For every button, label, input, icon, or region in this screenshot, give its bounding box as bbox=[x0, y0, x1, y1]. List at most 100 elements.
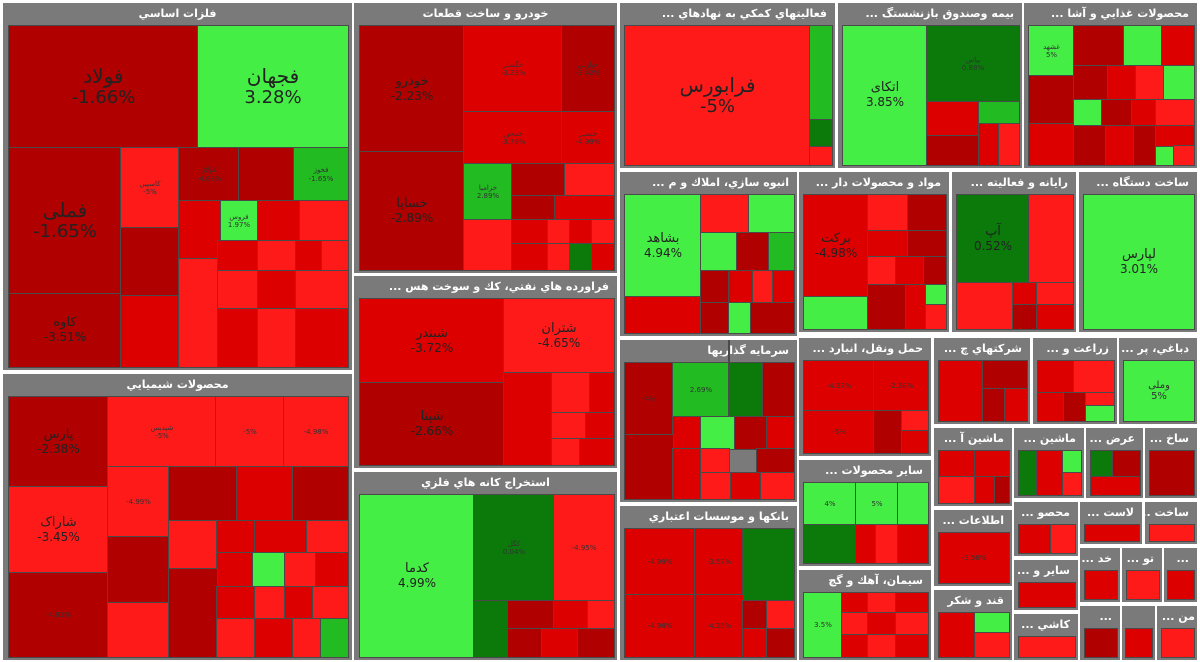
stock-tile[interactable] bbox=[867, 256, 897, 286]
stock-tile[interactable] bbox=[938, 360, 984, 422]
sector-panel-s32[interactable]: قند و شكر bbox=[934, 590, 1012, 660]
stock-tile[interactable] bbox=[1018, 582, 1076, 608]
stock-tile[interactable] bbox=[624, 296, 702, 334]
stock-tile[interactable]: -2.38% bbox=[873, 360, 929, 412]
stock-tile[interactable] bbox=[700, 270, 730, 304]
stock-tile[interactable]: شپنا -2.66% bbox=[359, 382, 505, 466]
stock-tile[interactable]: فجهان 3.28% bbox=[197, 25, 349, 149]
stock-tile[interactable] bbox=[107, 602, 170, 658]
stock-tile[interactable] bbox=[766, 600, 795, 630]
stock-tile[interactable] bbox=[867, 612, 897, 636]
stock-tile[interactable] bbox=[217, 270, 259, 310]
stock-tile[interactable] bbox=[473, 600, 509, 658]
stock-tile[interactable] bbox=[1163, 65, 1195, 101]
stock-tile[interactable]: کاسپین -5% bbox=[120, 147, 180, 229]
stock-tile[interactable]: خمحور -3.79% bbox=[463, 111, 563, 165]
stock-tile[interactable] bbox=[1167, 570, 1195, 600]
stock-tile[interactable] bbox=[978, 101, 1020, 125]
sector-panel-s36b[interactable]: من ... bbox=[1157, 606, 1197, 660]
sector-panel-banks[interactable]: بانكها و موسسات اعتباري -4.99% -3.57% -4… bbox=[620, 506, 797, 660]
sector-panel-transport[interactable]: حمل ونقل، انبارد ... -4.37% -2.38% -5% bbox=[799, 338, 931, 456]
sector-panel-s35[interactable]: ... bbox=[1164, 548, 1197, 602]
stock-tile[interactable] bbox=[503, 372, 553, 466]
stock-tile[interactable]: کاوه -3.51% bbox=[8, 293, 122, 368]
stock-tile[interactable] bbox=[895, 634, 929, 658]
stock-tile[interactable] bbox=[760, 472, 795, 500]
stock-tile[interactable]: -5% bbox=[803, 410, 875, 454]
stock-tile[interactable] bbox=[875, 524, 899, 564]
stock-tile[interactable] bbox=[734, 416, 768, 450]
sector-panel-computer[interactable]: رايانه و فعاليته ... آپ 0.52% bbox=[952, 172, 1076, 332]
stock-tile[interactable] bbox=[1155, 99, 1195, 127]
stock-tile[interactable]: 2.69% bbox=[672, 362, 730, 418]
stock-tile[interactable] bbox=[216, 552, 254, 588]
sector-panel-financial-aux[interactable]: فعاليتهاي كمكي به نهادهاي ... فرابورس -5% bbox=[620, 3, 835, 168]
stock-tile[interactable] bbox=[541, 628, 579, 658]
stock-tile[interactable] bbox=[700, 472, 732, 500]
sector-panel-electrical[interactable]: ساخت دستگاه ... لپارس 3.01% bbox=[1079, 172, 1197, 332]
stock-tile[interactable] bbox=[168, 466, 238, 522]
stock-tile[interactable] bbox=[1105, 125, 1135, 166]
stock-tile[interactable]: آپ 0.52% bbox=[956, 194, 1030, 284]
stock-tile[interactable] bbox=[295, 270, 349, 310]
stock-tile[interactable] bbox=[1018, 524, 1052, 554]
stock-tile[interactable] bbox=[1073, 65, 1109, 101]
stock-tile[interactable] bbox=[998, 123, 1020, 166]
stock-tile[interactable] bbox=[564, 163, 615, 197]
stock-tile[interactable]: -4% bbox=[624, 362, 674, 436]
stock-tile[interactable]: فملی -1.65% bbox=[8, 147, 122, 295]
stock-tile[interactable] bbox=[907, 230, 947, 258]
stock-tile[interactable] bbox=[1062, 450, 1082, 474]
stock-tile[interactable] bbox=[1036, 450, 1064, 496]
stock-tile[interactable] bbox=[547, 219, 571, 245]
stock-tile[interactable] bbox=[569, 219, 593, 245]
stock-tile[interactable] bbox=[809, 119, 833, 148]
stock-tile[interactable] bbox=[1084, 570, 1118, 600]
sector-panel-investments[interactable]: سرمايه گذاريها -4% 2.69% bbox=[620, 340, 797, 502]
stock-tile[interactable] bbox=[974, 450, 1010, 478]
stock-tile[interactable] bbox=[507, 628, 543, 658]
stock-tile[interactable]: خزامیا 2.89% bbox=[463, 163, 513, 221]
stock-tile[interactable] bbox=[1037, 392, 1065, 422]
stock-tile[interactable] bbox=[1123, 25, 1163, 67]
stock-tile[interactable]: فروس 1.97% bbox=[219, 200, 259, 242]
stock-tile[interactable] bbox=[926, 101, 980, 137]
stock-tile[interactable] bbox=[897, 524, 929, 564]
stock-tile[interactable] bbox=[901, 430, 929, 454]
sector-panel-oil-products[interactable]: فراورده هاي نفتي، كك و سوخت هس ... شبندر… bbox=[354, 276, 617, 468]
stock-tile[interactable] bbox=[974, 612, 1010, 634]
stock-tile[interactable]: بشاهد 4.94% bbox=[624, 194, 702, 298]
sector-panel-construction[interactable]: انبوه سازي، املاك و م ... بشاهد 4.94% bbox=[620, 172, 797, 336]
stock-tile[interactable]: شبندر -3.72% bbox=[359, 298, 505, 384]
stock-tile[interactable]: -4.99% bbox=[107, 466, 170, 538]
sector-panel-food[interactable]: محصولات غذايي و آشا ... غشهد 5% bbox=[1024, 3, 1197, 168]
stock-tile[interactable] bbox=[855, 524, 877, 564]
stock-tile[interactable]: خگستر -3.23% bbox=[463, 25, 563, 113]
stock-tile[interactable] bbox=[1135, 65, 1165, 101]
sector-panel-s20[interactable]: دباغي، پر ... وملی 5% bbox=[1119, 338, 1197, 424]
stock-tile[interactable] bbox=[507, 600, 555, 630]
stock-tile[interactable] bbox=[306, 520, 349, 554]
stock-tile[interactable] bbox=[254, 586, 286, 620]
stock-tile[interactable] bbox=[895, 592, 929, 614]
stock-tile[interactable] bbox=[321, 240, 349, 272]
stock-tile[interactable]: فخوز -1.65% bbox=[293, 147, 349, 202]
stock-tile[interactable] bbox=[867, 194, 909, 232]
stock-tile[interactable]: خپارس -3.42% bbox=[561, 25, 615, 113]
stock-tile[interactable] bbox=[463, 219, 513, 271]
stock-tile[interactable] bbox=[551, 372, 591, 414]
stock-tile[interactable] bbox=[511, 243, 549, 271]
stock-tile[interactable] bbox=[217, 240, 259, 272]
stock-tile[interactable] bbox=[895, 256, 925, 286]
stock-tile[interactable] bbox=[1018, 450, 1038, 496]
stock-tile[interactable] bbox=[1107, 65, 1137, 101]
stock-tile[interactable] bbox=[551, 438, 581, 466]
stock-tile[interactable]: -4.98% bbox=[624, 594, 696, 658]
sector-panel-s22[interactable]: ماشين ... bbox=[1014, 428, 1084, 498]
stock-tile[interactable] bbox=[925, 304, 947, 330]
sector-panel-metal-ores[interactable]: استخراج كانه هاي فلزي کدما 4.99% کگل 0.04%… bbox=[354, 472, 617, 660]
stock-tile[interactable] bbox=[216, 618, 256, 658]
stock-tile[interactable] bbox=[554, 195, 615, 221]
stock-tile[interactable] bbox=[252, 552, 286, 588]
stock-tile[interactable] bbox=[1012, 304, 1038, 330]
